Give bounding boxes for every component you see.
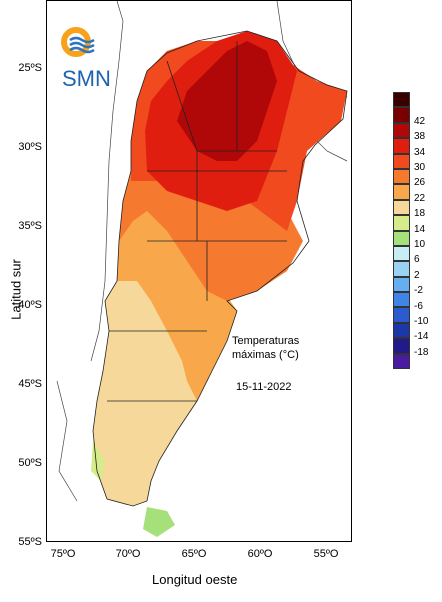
y-axis-title: Latitud sur — [8, 259, 24, 320]
latitude-tick-label: 35ºS — [18, 220, 42, 232]
zone-10 — [143, 507, 175, 537]
caption-date: 15-11-2022 — [236, 381, 292, 393]
latitude-tick-label: 30ºS — [18, 141, 42, 153]
legend-swatch — [393, 276, 410, 293]
longitude-tick-label: 75ºO — [50, 548, 76, 560]
caption-line1: Temperaturas — [232, 335, 300, 347]
temperature-map — [56, 1, 348, 537]
latitude-tick-label: 45ºS — [18, 378, 42, 390]
longitude-tick-label: 65ºO — [181, 548, 207, 560]
legend-label: 6 — [414, 254, 420, 266]
zone-22 — [117, 201, 237, 401]
color-legend — [393, 92, 410, 370]
legend-swatch — [393, 338, 410, 354]
legend-swatch — [393, 307, 410, 323]
latitude-tick-label: 55ºS — [18, 536, 42, 548]
legend-swatch — [393, 322, 410, 339]
legend-label: 26 — [414, 177, 426, 189]
legend-label: 18 — [414, 208, 426, 220]
zone-14 — [91, 441, 105, 481]
legend-swatch — [393, 292, 410, 308]
legend-swatch — [393, 184, 410, 200]
legend-swatch — [393, 92, 410, 108]
legend-label: 10 — [414, 239, 426, 250]
caption-line2: máximas (°C) — [232, 349, 299, 361]
legend-swatch — [393, 107, 410, 123]
legend-label: 2 — [414, 269, 420, 281]
legend-label: 34 — [414, 146, 426, 158]
longitude-tick-label: 60ºO — [247, 548, 273, 560]
legend-swatch — [393, 261, 410, 277]
legend-label: 30 — [414, 162, 426, 173]
legend-swatch — [393, 230, 410, 246]
legend-label: 14 — [414, 223, 426, 235]
legend-label: 22 — [414, 192, 426, 204]
x-axis-title: Longitud oeste — [152, 572, 238, 587]
map-frame — [46, 0, 352, 542]
legend-label: 42 — [414, 115, 426, 127]
smn-logo — [61, 27, 95, 57]
zone-18 — [93, 241, 207, 506]
legend-label: 38 — [414, 131, 426, 143]
legend-label: -14 — [414, 331, 429, 343]
zone-38 — [177, 41, 277, 161]
legend-swatch — [393, 215, 410, 231]
legend-label: -2 — [414, 285, 423, 297]
legend-label: -18 — [414, 346, 429, 358]
legend-swatch — [393, 153, 410, 169]
latitude-tick-label: 50ºS — [18, 457, 42, 469]
temperature-zones — [91, 31, 347, 537]
legend-label: -10 — [414, 316, 429, 327]
longitude-tick-label: 70ºO — [115, 548, 141, 560]
longitude-tick-label: 55ºO — [313, 548, 339, 560]
legend-swatch — [393, 199, 410, 216]
latitude-tick-label: 40ºS — [18, 299, 42, 311]
legend-swatch — [393, 245, 410, 262]
legend-label: -6 — [414, 300, 423, 312]
smn-logo-text: SMN — [62, 66, 111, 91]
legend-swatch — [393, 168, 410, 185]
latitude-tick-label: 25ºS — [18, 62, 42, 74]
legend-swatch — [393, 138, 410, 154]
legend-swatch — [393, 122, 410, 139]
legend-swatch — [393, 353, 410, 370]
province-borders — [92, 30, 348, 507]
